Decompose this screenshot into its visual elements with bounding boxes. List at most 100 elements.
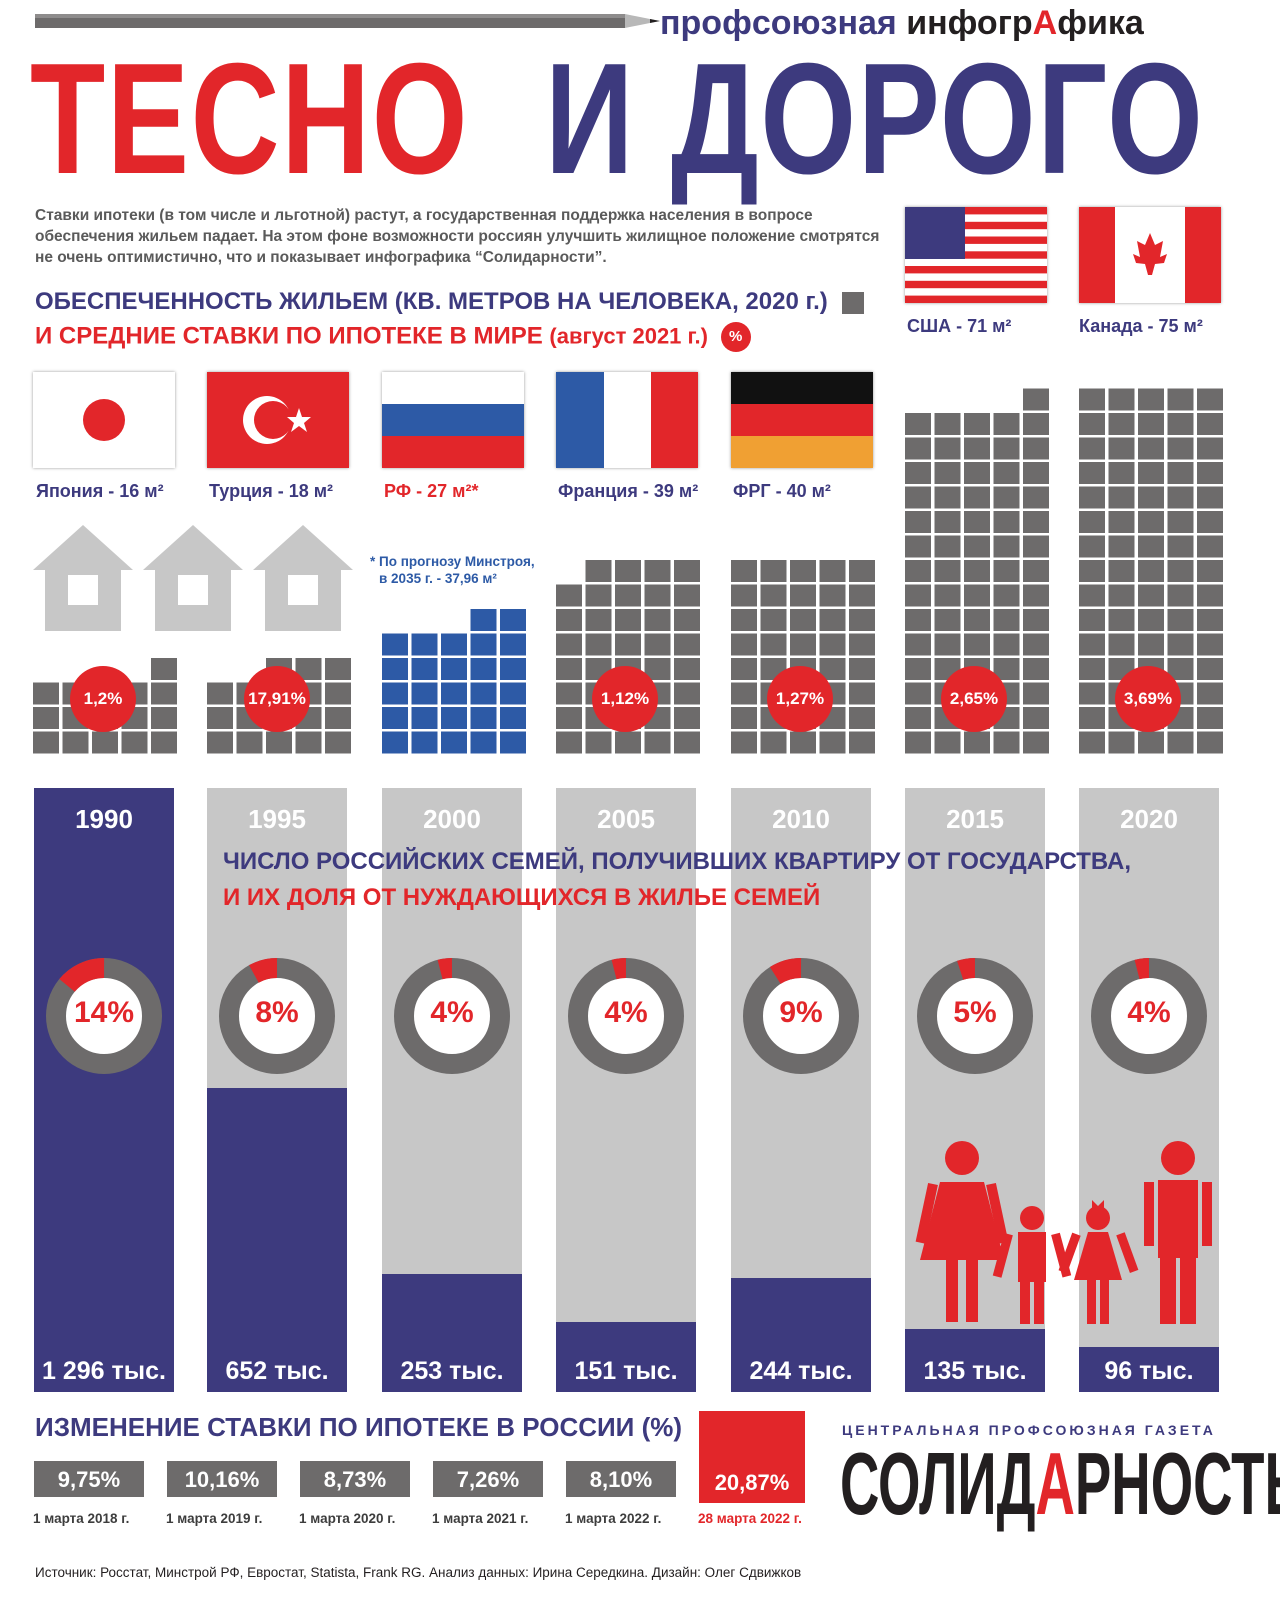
- families-column: 2005 151 тыс. 4%: [556, 788, 696, 1392]
- sqm-block: [1138, 535, 1164, 558]
- sqm-block: [1167, 413, 1194, 435]
- sqm-block: [1197, 535, 1223, 558]
- sqm-block: [1108, 584, 1135, 607]
- sqm-block: [819, 633, 846, 656]
- sqm-block: [934, 413, 961, 435]
- sqm-block: [1108, 535, 1135, 558]
- sqm-block: [934, 584, 961, 607]
- sqm-block: [441, 707, 467, 729]
- sqm-block: [964, 462, 990, 484]
- sqm-block: [1079, 560, 1105, 582]
- year-label: 2020: [1120, 804, 1178, 834]
- sqm-block: [964, 437, 990, 460]
- sqm-block: [325, 707, 351, 729]
- sqm-block: [1167, 437, 1194, 460]
- sqm-block: [993, 560, 1020, 582]
- sqm-block: [993, 462, 1020, 484]
- sqm-block: [382, 633, 408, 656]
- sqm-block: [674, 707, 700, 729]
- sqm-block: [500, 731, 526, 754]
- sqm-block: [1079, 511, 1105, 533]
- sqm-block: [1197, 609, 1223, 631]
- sqm-block: [1079, 388, 1105, 411]
- sqm-block: [1023, 437, 1049, 460]
- rate-date: 1 марта 2018 г.: [33, 1511, 130, 1526]
- sqm-block: [441, 731, 467, 754]
- country-label: Франция - 39 м²: [558, 481, 699, 501]
- share-donut: 5%: [915, 956, 1035, 1076]
- share-percent: 8%: [255, 996, 299, 1029]
- flag-japan-icon: [33, 372, 175, 468]
- sqm-block: [993, 535, 1020, 558]
- families-value: 151 тыс.: [574, 1357, 678, 1385]
- sqm-block: [1138, 388, 1164, 411]
- sqm-block: [1167, 658, 1194, 680]
- rate-value-box: 9,75%: [34, 1461, 144, 1497]
- sqm-block: [411, 658, 438, 680]
- pencil-graphic: [35, 14, 660, 28]
- sqm-block: [993, 437, 1020, 460]
- sqm-block: [151, 682, 177, 705]
- sqm-block: [470, 658, 497, 680]
- sqm-block: [760, 633, 787, 656]
- forecast-note: * По прогнозу Минстроя, в 2035 г. - 37,9…: [370, 554, 535, 586]
- sqm-block: [819, 658, 846, 680]
- sqm-block: [1197, 388, 1223, 411]
- sqm-block: [731, 609, 757, 631]
- country-label: США - 71 м²: [907, 316, 1012, 336]
- sqm-block: [644, 560, 671, 582]
- sqm-block: [819, 584, 846, 607]
- sqm-block: [585, 633, 612, 656]
- sqm-block: [964, 609, 990, 631]
- sqm-block: [964, 535, 990, 558]
- sqm-block: [441, 682, 467, 705]
- mortgage-rate-circle: 1,27%: [767, 666, 833, 732]
- sqm-block: [1197, 682, 1223, 705]
- sqm-block: [585, 609, 612, 631]
- families-value: 135 тыс.: [923, 1357, 1027, 1385]
- sqm-block: [382, 731, 408, 754]
- sqm-block: [1197, 462, 1223, 484]
- sqm-block: [790, 609, 816, 631]
- sqm-block: [934, 560, 961, 582]
- sqm-block: [325, 682, 351, 705]
- sqm-block: [1108, 731, 1135, 754]
- sqm-block: [674, 584, 700, 607]
- rate-value-box: 8,73%: [300, 1461, 410, 1497]
- sqm-block: [760, 584, 787, 607]
- sqm-block: [1108, 511, 1135, 533]
- sqm-block: [207, 707, 233, 729]
- sqm-block: [325, 731, 351, 754]
- families-bar: [905, 1329, 1045, 1392]
- sqm-block: [760, 560, 787, 582]
- sqm-block: [1167, 462, 1194, 484]
- sqm-block: [849, 682, 875, 705]
- sqm-block: [905, 413, 931, 435]
- sqm-block: [615, 633, 641, 656]
- sqm-block: [1023, 633, 1049, 656]
- sqm-block: [905, 609, 931, 631]
- year-label: 2015: [946, 804, 1004, 834]
- sqm-block: [556, 682, 582, 705]
- sqm-block: [33, 707, 59, 729]
- country-label: РФ - 27 м²*: [384, 481, 479, 501]
- share-percent: 5%: [953, 996, 997, 1029]
- share-donut: 4%: [566, 956, 686, 1076]
- share-percent: 4%: [1127, 996, 1171, 1029]
- donut-track: [1091, 958, 1207, 1074]
- sqm-block: [325, 658, 351, 680]
- share-donut: 4%: [392, 956, 512, 1076]
- families-bar: [382, 1274, 522, 1392]
- legend-gray-square: [842, 291, 865, 314]
- families-bar: [34, 788, 174, 1392]
- section2-subtitle: И ИХ ДОЛЯ ОТ НУЖДАЮЩИХСЯ В ЖИЛЬЕ СЕМЕЙ: [223, 884, 821, 911]
- family-icon: [915, 1141, 1212, 1324]
- sqm-block: [470, 682, 497, 705]
- sqm-block: [849, 560, 875, 582]
- sqm-block: [1108, 388, 1135, 411]
- sqm-block: [382, 658, 408, 680]
- source-text: Источник: Росстат, Минстрой РФ, Евростат…: [35, 1565, 802, 1580]
- sqm-block: [1079, 609, 1105, 631]
- section2-title: ЧИСЛО РОССИЙСКИХ СЕМЕЙ, ПОЛУЧИВШИХ КВАРТ…: [223, 848, 1132, 875]
- sqm-block: [644, 658, 671, 680]
